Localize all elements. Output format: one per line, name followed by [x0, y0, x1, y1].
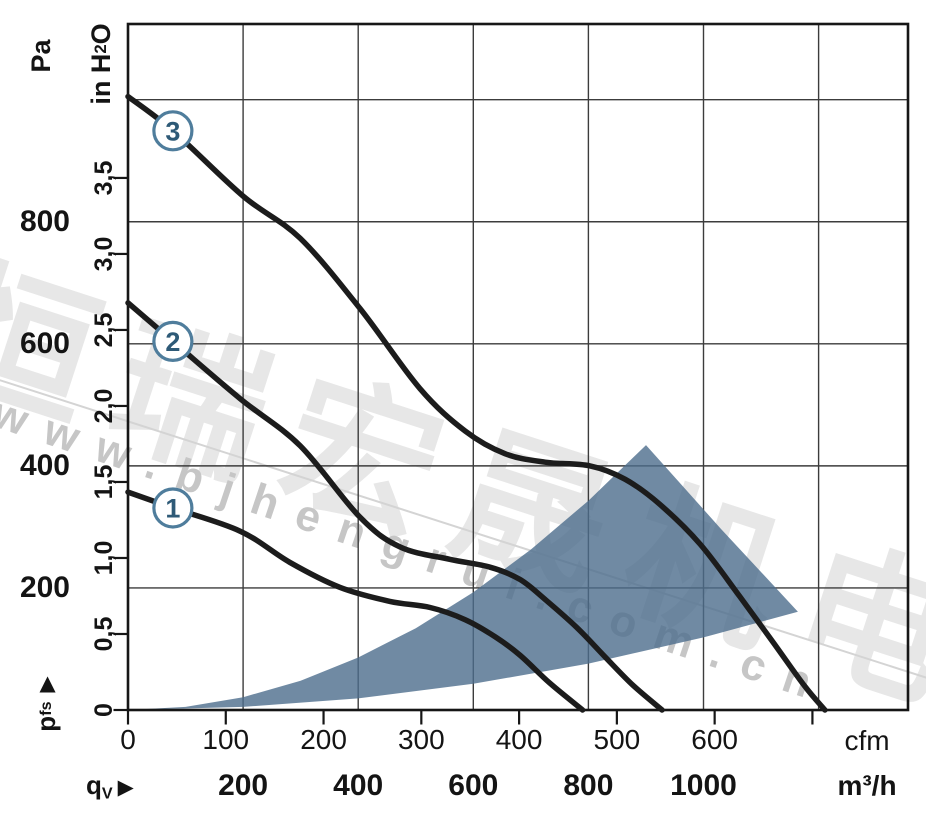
flow-axis-symbol: qV ▶ — [86, 772, 134, 802]
cfm-tick-label-600: 600 — [691, 724, 738, 755]
operating-region — [128, 445, 798, 710]
curve-marker-circle-1 — [152, 487, 194, 529]
cfm-tick-label-300: 300 — [397, 724, 445, 755]
pressure-axis-arrow-icon: ▶ — [34, 676, 58, 693]
qv-main: q — [86, 770, 102, 800]
cfm-unit-label: cfm — [844, 725, 890, 756]
inh2o-tick-label-0.5: 0,5 — [89, 616, 118, 652]
inh2o-tick-label-3.5: 3,5 — [89, 160, 118, 196]
inh2o-tick-label-3: 3,0 — [89, 236, 118, 272]
curve-marker-circle-3 — [152, 110, 194, 152]
qv-sub: V — [101, 784, 113, 803]
m3h-tick-label-400: 400 — [333, 769, 384, 802]
m3h-unit-label: m³/h — [837, 770, 897, 801]
m3h-tick-label-200: 200 — [218, 769, 269, 802]
cfm-tick-label-0: 0 — [120, 724, 136, 755]
m3h-tick-label-1000: 1000 — [670, 769, 737, 802]
cfm-tick-label-400: 400 — [495, 724, 543, 755]
curve-2 — [125, 300, 665, 713]
inh2o-tick-label-2: 2,0 — [89, 388, 118, 424]
cfm-tick-label-200: 200 — [300, 724, 347, 755]
curve-1 — [125, 489, 586, 713]
curve-marker-number-3: 3 — [165, 116, 180, 146]
pa-tick-label-600: 600 — [19, 326, 70, 360]
pfs-sub: fs — [36, 701, 55, 716]
pa-unit-text: Pa — [25, 39, 56, 73]
pressure-axis-symbol: p fs ▶ — [29, 652, 63, 756]
inh2o-tick-label-0: 0 — [89, 703, 118, 717]
cfm-tick-label-500: 500 — [593, 724, 641, 755]
curve-3 — [125, 93, 828, 713]
m3h-tick-label-600: 600 — [448, 769, 499, 802]
pa-axis-unit: Pa — [23, 35, 59, 77]
inh2o-unit-prefix: in H — [85, 53, 116, 105]
curve-marker-circle-2 — [152, 320, 194, 362]
pa-tick-label-200: 200 — [19, 570, 70, 604]
curve-marker-number-2: 2 — [165, 327, 180, 357]
flow-axis-arrow-icon: ▶ — [117, 776, 134, 799]
pfs-main: p — [31, 715, 61, 732]
curve-marker-number-1: 1 — [165, 493, 180, 523]
pa-tick-label-800: 800 — [19, 204, 70, 238]
inh2o-unit-suffix: O — [85, 23, 116, 45]
inh2o-tick-label-1: 1,0 — [89, 540, 118, 576]
pa-tick-label-400: 400 — [19, 448, 70, 482]
inh2o-tick-label-1.5: 1,5 — [89, 464, 118, 500]
inh2o-tick-label-2.5: 2,5 — [89, 312, 118, 348]
m3h-tick-label-800: 800 — [563, 769, 614, 802]
inh2o-unit-sub: 2 — [90, 44, 110, 54]
cfm-tick-label-100: 100 — [202, 724, 250, 755]
